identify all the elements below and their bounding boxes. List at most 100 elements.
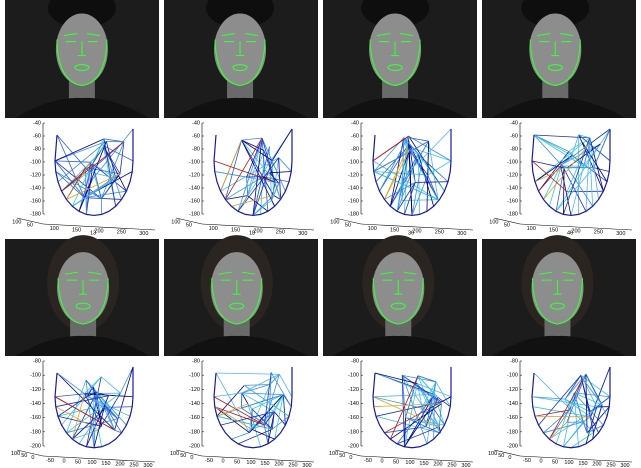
x-tick-label: 150 — [101, 461, 110, 467]
z-tick-label: 50 — [21, 453, 27, 459]
x-tick-label: 0 — [221, 459, 224, 465]
y-tick-label: -40 — [33, 120, 41, 126]
z-tick-label: 0 — [31, 455, 34, 461]
mesh-edge — [216, 373, 249, 433]
mesh-edge — [415, 182, 448, 183]
z-tick-label: 0 — [508, 455, 511, 461]
y-tick-label: -180 — [348, 211, 359, 217]
y-tick-label: -120 — [30, 387, 41, 393]
y-tick-label: -60 — [351, 133, 359, 139]
z-tick-label: 100 — [330, 219, 339, 225]
y-tick-label: -100 — [507, 159, 518, 165]
mesh-edge — [251, 429, 274, 439]
y-tick-label: -140 — [348, 185, 359, 191]
y-tick-label: -140 — [189, 401, 200, 407]
mesh-edge — [55, 161, 84, 198]
x-tick-label: 150 — [390, 227, 399, 233]
x-tick-label: 250 — [435, 230, 444, 236]
mesh-edge — [242, 138, 262, 140]
frame-label: 36 — [408, 230, 414, 236]
z-tick-label: 50 — [186, 222, 192, 228]
x-tick-label: 300 — [620, 463, 629, 468]
mesh-edge — [55, 161, 90, 162]
x-axis — [361, 456, 473, 462]
y-tick-label: -180 — [189, 211, 200, 217]
x-tick-label: 250 — [447, 462, 456, 468]
x-tick-label: 250 — [606, 462, 615, 468]
y-tick-label: -200 — [189, 443, 200, 449]
mesh-edge — [221, 140, 242, 191]
mesh-plot: -40-60-80-100-120-140-160-18010015020025… — [489, 120, 632, 236]
y-tick-label: -180 — [189, 429, 200, 435]
face-photo — [323, 235, 477, 356]
x-tick-label: 0 — [62, 459, 65, 465]
x-tick-label: 100 — [405, 460, 414, 466]
y-tick-label: -160 — [30, 198, 41, 204]
y-tick-label: -140 — [348, 401, 359, 407]
y-tick-label: -120 — [348, 172, 359, 178]
mesh-edge — [214, 161, 275, 182]
x-tick-label: 150 — [72, 227, 81, 233]
y-tick-label: -120 — [189, 172, 200, 178]
mesh-edge — [535, 416, 591, 417]
mesh-edge — [93, 164, 102, 199]
z-tick-label: 50 — [339, 453, 345, 459]
y-tick-label: -180 — [30, 429, 41, 435]
z-tick-label: 100 — [171, 219, 180, 225]
mesh-edge — [99, 430, 102, 447]
y-tick-label: -160 — [348, 198, 359, 204]
y-tick-label: -80 — [33, 358, 41, 364]
mesh-edge — [231, 433, 249, 439]
x-tick-label: 250 — [117, 230, 126, 236]
x-tick-label: 50 — [393, 459, 399, 465]
x-tick-label: 100 — [564, 460, 573, 466]
mesh-plot: -80-100-120-140-160-180-200-500501001502… — [488, 358, 632, 468]
y-tick-label: -120 — [507, 172, 518, 178]
y-tick-label: -180 — [348, 429, 359, 435]
x-tick-label: 50 — [234, 459, 240, 465]
x-tick-label: 300 — [139, 231, 148, 237]
y-tick-label: -40 — [351, 120, 359, 126]
figure: -40 -60 -80 -100 -120 -140 -160 -180 100 150 200 25… — [0, 0, 641, 468]
y-tick-label: -200 — [30, 443, 41, 449]
face-photo — [482, 235, 636, 356]
z-tick-label: 100 — [488, 451, 497, 457]
y-tick-label: -160 — [30, 415, 41, 421]
x-tick-label: 100 — [246, 460, 255, 466]
x-tick-label: 100 — [368, 226, 377, 232]
y-tick-label: -140 — [30, 401, 41, 407]
y-tick-label: -60 — [192, 133, 200, 139]
x-tick-label: 300 — [143, 463, 152, 468]
x-tick-label: 250 — [288, 462, 297, 468]
y-tick-label: -100 — [507, 373, 518, 379]
x-tick-label: -50 — [364, 458, 372, 464]
y-tick-label: -160 — [189, 415, 200, 421]
x-tick-label: 200 — [592, 462, 601, 468]
z-tick-label: 100 — [489, 219, 498, 225]
y-tick-label: -160 — [189, 198, 200, 204]
y-tick-label: -100 — [30, 373, 41, 379]
mesh-edge — [375, 373, 417, 384]
x-tick-label: 150 — [231, 227, 240, 233]
y-tick-label: -60 — [33, 133, 41, 139]
x-tick-label: 150 — [578, 461, 587, 467]
mesh-edge — [532, 397, 565, 399]
x-tick-label: 300 — [302, 463, 311, 468]
y-tick-label: -100 — [348, 373, 359, 379]
y-tick-label: -100 — [189, 159, 200, 165]
y-tick-label: -200 — [507, 443, 518, 449]
x-tick-label: 100 — [87, 460, 96, 466]
x-axis — [202, 456, 314, 462]
z-tick-label: 50 — [504, 222, 510, 228]
face-photo — [482, 0, 636, 118]
x-tick-label: 200 — [115, 462, 124, 468]
z-tick-label: 50 — [27, 222, 33, 228]
y-tick-label: -140 — [507, 401, 518, 407]
x-tick-label: 200 — [433, 462, 442, 468]
x-tick-label: 100 — [50, 226, 59, 232]
face-photo — [5, 0, 159, 118]
y-tick-label: -120 — [189, 387, 200, 393]
y-tick-label: -100 — [189, 373, 200, 379]
face-photo — [323, 0, 477, 118]
